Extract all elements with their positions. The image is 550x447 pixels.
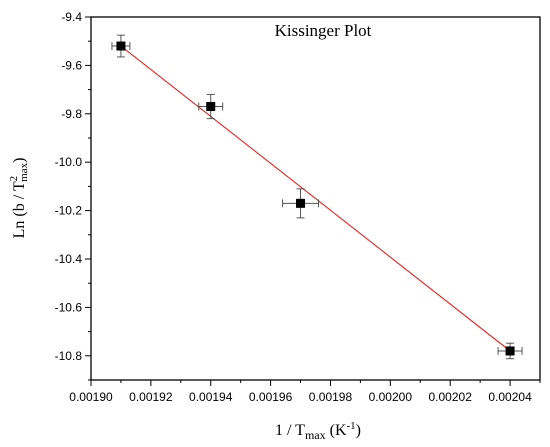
data-point-marker <box>505 346 515 356</box>
data-point-group <box>111 34 131 58</box>
x-tick-label: 0.00196 <box>249 390 293 404</box>
x-tick-label: 0.00204 <box>488 390 532 404</box>
y-tick-label: -10.6 <box>55 300 83 314</box>
y-tick-label: -9.8 <box>61 107 82 121</box>
y-tick-label: -10.4 <box>55 252 83 266</box>
y-axis-label-prefix: Ln (b / T <box>11 181 28 238</box>
fit-line-group <box>120 45 511 352</box>
y-axis-label-subscript: max <box>18 162 30 181</box>
x-tick-label: 0.00194 <box>189 390 233 404</box>
x-axis-label: 1 / Tmax (K-1) <box>275 420 361 442</box>
x-tick-label: 0.00190 <box>69 390 113 404</box>
plot-frame <box>90 16 541 381</box>
y-tick-label: -9.6 <box>61 58 82 72</box>
x-axis-label-subscript: max <box>305 428 326 442</box>
x-axis-label-superscript: -1 <box>347 420 356 432</box>
data-point-marker <box>296 198 306 208</box>
x-tick-label: 0.00192 <box>129 390 173 404</box>
x-tick-label: 0.00198 <box>309 390 353 404</box>
data-point-marker <box>116 41 126 51</box>
x-tick-label: 0.00202 <box>429 390 473 404</box>
chart-title: Kissinger Plot <box>275 21 372 40</box>
y-axis-ticks: -9.4 -9.6 -9.8 -10.0 -10.2 -10.4 -10.6 -10.8 <box>55 10 91 381</box>
axes <box>90 16 541 381</box>
data-point-group <box>282 188 319 219</box>
y-axis-label-close: ) <box>11 158 28 163</box>
y-tick-label: -10.2 <box>55 204 83 218</box>
fit-line <box>120 45 511 352</box>
y-tick-label: -10.8 <box>55 349 83 363</box>
y-tick-label: -9.4 <box>61 10 82 24</box>
x-axis-label-prefix: 1 / T <box>275 422 305 439</box>
data-point-group <box>198 93 224 120</box>
y-tick-label: -10.0 <box>55 155 83 169</box>
data-point-marker <box>206 102 216 112</box>
y-axis-label: Ln (b / T2max) <box>8 158 30 239</box>
x-tick-label: 0.00200 <box>369 390 413 404</box>
data-points <box>111 34 523 360</box>
data-point-group <box>497 342 523 360</box>
x-axis-label-close: ) <box>356 422 361 439</box>
x-axis-label-unit: (K <box>326 422 347 439</box>
y-axis-label-superscript: 2 <box>8 176 20 182</box>
x-axis-ticks: 0.00190 0.00192 0.00194 0.00196 0.00198 0.002… <box>69 380 541 404</box>
